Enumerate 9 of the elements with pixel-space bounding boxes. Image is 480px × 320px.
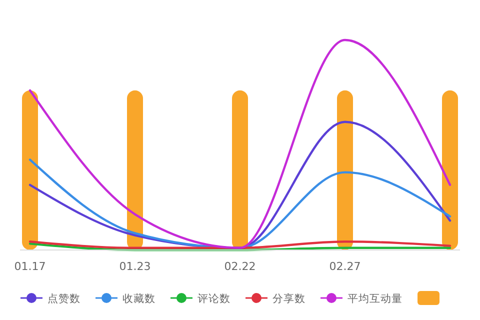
legend-label: 点赞数 [48, 292, 80, 305]
legend-label: 收藏数 [122, 292, 156, 305]
x-tick-label: 01.17 [14, 260, 46, 273]
x-tick-label: 01.23 [119, 260, 151, 273]
x-tick-label: 02.22 [224, 260, 256, 273]
legend-label: 平均互动量 [348, 293, 402, 305]
x-tick-label: 02.27 [329, 260, 361, 273]
legend-label: 评论数 [198, 293, 230, 305]
legend-label: 分享数 [272, 292, 306, 305]
